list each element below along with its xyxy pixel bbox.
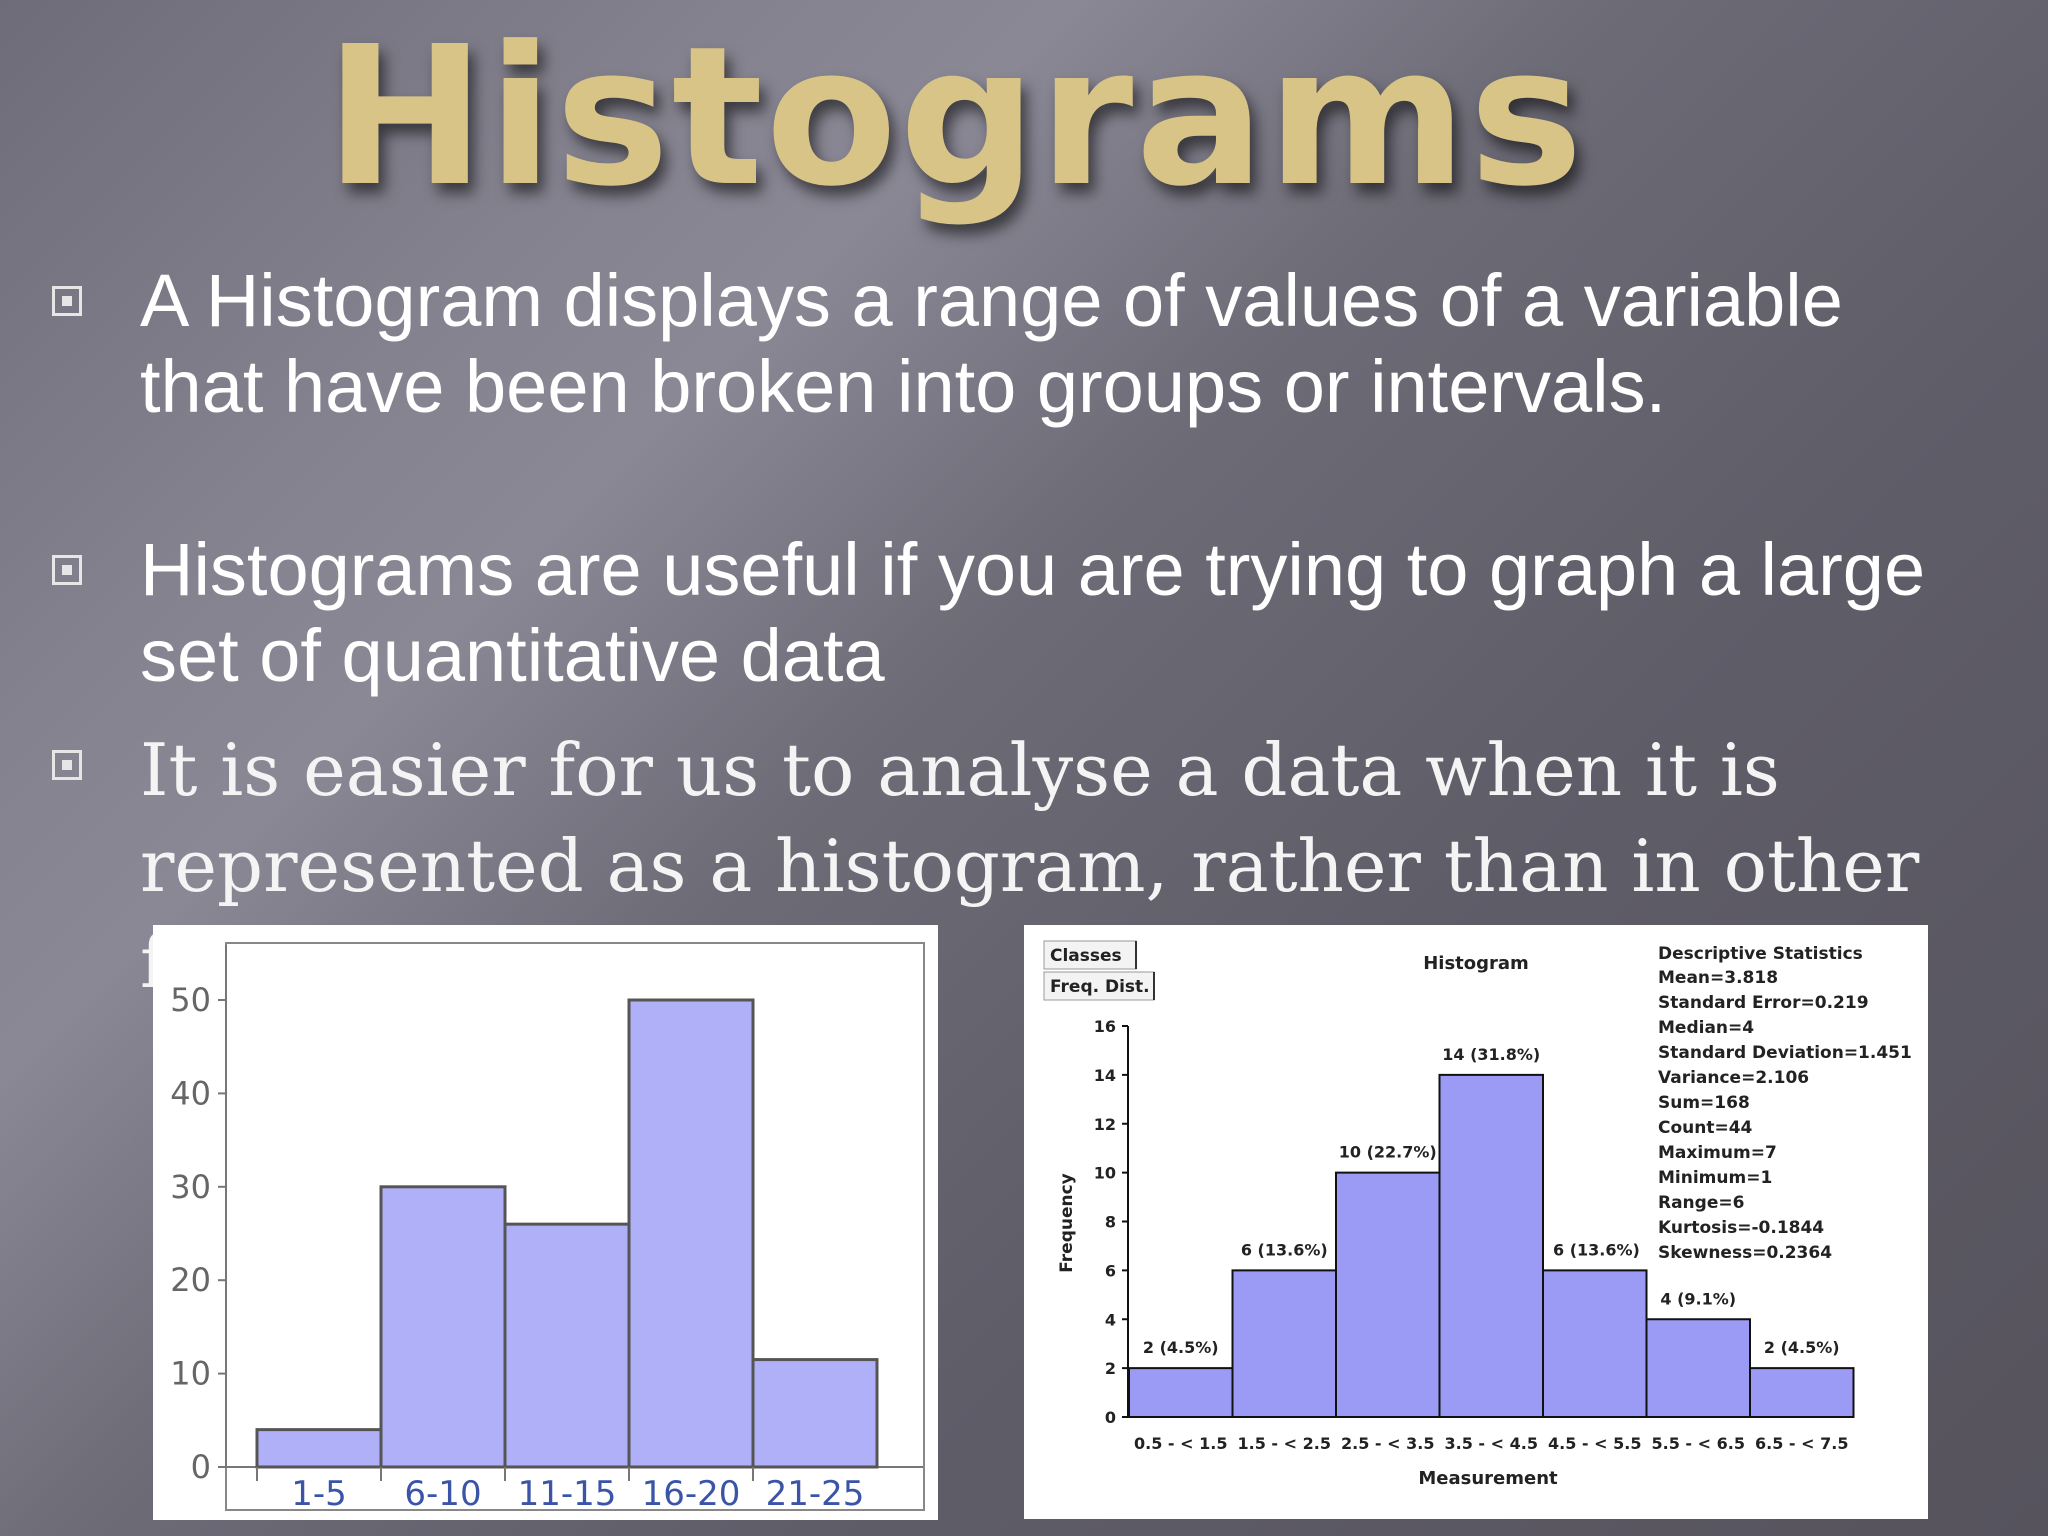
y-tick-label: 40 bbox=[170, 1074, 211, 1112]
freq-dist-button[interactable] bbox=[1043, 971, 1155, 1001]
square-bullet-icon bbox=[52, 286, 82, 316]
histogram-bar bbox=[379, 1185, 507, 1469]
y-tick-label: 0 bbox=[1105, 1408, 1116, 1427]
data-label: 6 (13.6%) bbox=[1241, 1240, 1328, 1259]
y-tick-label: 50 bbox=[170, 981, 211, 1019]
x-tick-label: 1-5 bbox=[291, 1474, 347, 1514]
bullet-text: It is easier for us to analyse a data wh… bbox=[140, 728, 1920, 1004]
x-tick-label: 21-25 bbox=[766, 1474, 865, 1514]
x-tick-label: 0.5 - < 1.5 bbox=[1134, 1434, 1227, 1453]
histogram-chart-right: Classes Freq. Dist. Histogram Descriptive S… bbox=[1024, 925, 1928, 1519]
button-label: Freq. Dist. bbox=[1050, 977, 1150, 997]
stat-line: Range=6 bbox=[1658, 1193, 1744, 1213]
bullet-item: Histograms are useful if you are trying … bbox=[52, 527, 1952, 707]
histogram-bar bbox=[1749, 1367, 1855, 1418]
y-tick-label: 6 bbox=[1105, 1261, 1116, 1280]
y-tick-label: 14 bbox=[1094, 1066, 1116, 1085]
chart-title: Histogram bbox=[1423, 953, 1529, 974]
data-label: 2 (4.5%) bbox=[1764, 1338, 1840, 1357]
x-tick-label: 16-20 bbox=[642, 1474, 741, 1514]
y-tick-label: 10 bbox=[1094, 1164, 1116, 1183]
stat-line: Median=4 bbox=[1658, 1018, 1754, 1038]
histogram-bar bbox=[503, 1222, 631, 1469]
stat-line: Maximum=7 bbox=[1658, 1143, 1777, 1163]
y-tick-label: 16 bbox=[1094, 1017, 1116, 1036]
y-tick-label: 10 bbox=[170, 1355, 211, 1393]
histogram-bar bbox=[1438, 1073, 1544, 1418]
y-tick-label: 8 bbox=[1105, 1213, 1116, 1232]
stat-line: Minimum=1 bbox=[1658, 1168, 1772, 1188]
data-label: 14 (31.8%) bbox=[1442, 1045, 1540, 1064]
bullet-text: Histograms are useful if you are trying … bbox=[140, 528, 1926, 697]
histogram-bar bbox=[255, 1428, 383, 1469]
bullet-item: A Histogram displays a range of values o… bbox=[52, 258, 1952, 508]
y-tick-label: 2 bbox=[1105, 1359, 1116, 1378]
stat-line: Kurtosis=-0.1844 bbox=[1658, 1218, 1824, 1238]
stat-line: Count=44 bbox=[1658, 1118, 1753, 1138]
x-tick-label: 6-10 bbox=[404, 1474, 481, 1514]
stat-line: Standard Error=0.219 bbox=[1658, 993, 1869, 1013]
stat-line: Mean=3.818 bbox=[1658, 968, 1778, 988]
x-tick-label: 11-15 bbox=[518, 1474, 617, 1514]
button-label: Classes bbox=[1050, 946, 1122, 966]
y-tick-label: 30 bbox=[170, 1168, 211, 1206]
stat-line: Variance=2.106 bbox=[1658, 1068, 1809, 1088]
histogram-bar bbox=[1231, 1269, 1337, 1418]
x-tick-label: 2.5 - < 3.5 bbox=[1341, 1434, 1434, 1453]
x-tick-label: 5.5 - < 6.5 bbox=[1652, 1434, 1745, 1453]
data-label: 2 (4.5%) bbox=[1143, 1338, 1219, 1357]
slide-title: Histograms bbox=[324, 6, 1586, 229]
y-tick-label: 20 bbox=[170, 1261, 211, 1299]
histogram-left-svg: 0 10 20 30 40 50 1-5 6-10 11-15 16-20 21-25 bbox=[170, 942, 925, 1514]
y-tick-label: 12 bbox=[1094, 1115, 1116, 1134]
x-tick-label: 3.5 - < 4.5 bbox=[1445, 1434, 1538, 1453]
histogram-bar bbox=[751, 1358, 879, 1469]
data-label: 10 (22.7%) bbox=[1339, 1143, 1437, 1162]
histogram-bar bbox=[1335, 1171, 1441, 1418]
y-tick-label: 4 bbox=[1105, 1310, 1116, 1329]
histogram-right-svg: Classes Freq. Dist. Histogram Descriptive S… bbox=[1043, 940, 1912, 1489]
square-bullet-icon bbox=[52, 555, 82, 585]
data-label: 6 (13.6%) bbox=[1553, 1240, 1640, 1259]
classes-button[interactable] bbox=[1043, 940, 1137, 970]
stat-line: Standard Deviation=1.451 bbox=[1658, 1043, 1912, 1063]
x-tick-label: 1.5 - < 2.5 bbox=[1238, 1434, 1331, 1453]
histogram-bar bbox=[1128, 1367, 1234, 1418]
square-bullet-icon bbox=[52, 750, 82, 780]
bullet-item: It is easier for us to analyse a data wh… bbox=[52, 722, 1952, 1004]
x-axis-label: Measurement bbox=[1418, 1468, 1558, 1489]
x-tick-label: 4.5 - < 5.5 bbox=[1548, 1434, 1641, 1453]
stats-title: Descriptive Statistics bbox=[1658, 944, 1863, 964]
y-axis-label: Frequency bbox=[1057, 1173, 1077, 1273]
bullet-text: A Histogram displays a range of values o… bbox=[140, 259, 1843, 428]
data-label: 4 (9.1%) bbox=[1660, 1289, 1736, 1308]
histogram-bar bbox=[627, 998, 755, 1469]
y-tick-label: 0 bbox=[191, 1448, 211, 1486]
histogram-bar bbox=[1542, 1269, 1648, 1418]
stat-line: Sum=168 bbox=[1658, 1093, 1750, 1113]
histogram-chart-left: 0 10 20 30 40 50 1-5 6-10 11-15 16-20 21-25 bbox=[153, 925, 938, 1520]
stat-line: Skewness=0.2364 bbox=[1658, 1243, 1832, 1263]
histogram-bar bbox=[1645, 1318, 1751, 1418]
x-tick-label: 6.5 - < 7.5 bbox=[1755, 1434, 1848, 1453]
